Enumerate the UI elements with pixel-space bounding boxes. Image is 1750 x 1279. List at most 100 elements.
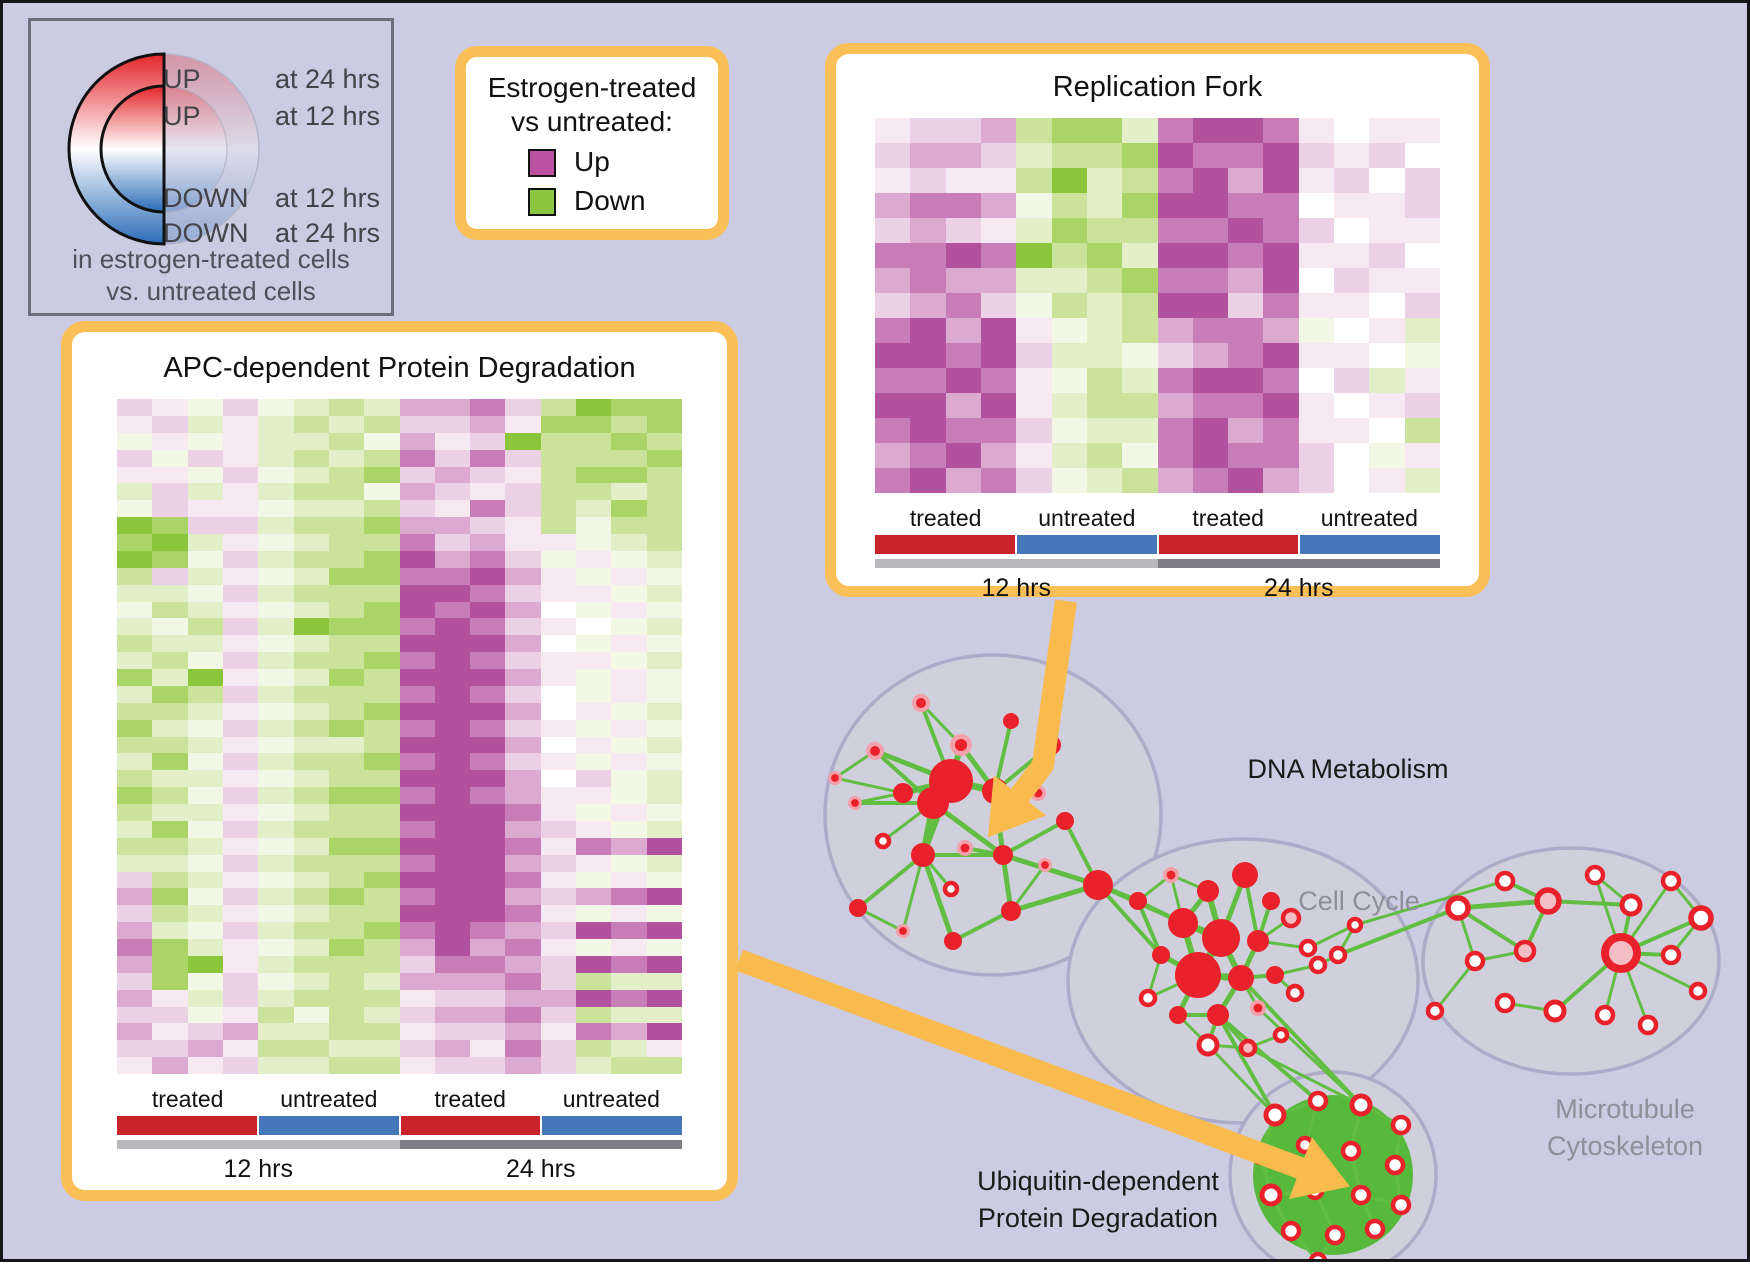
updown-ring-legend-box: UP at 24 hrs UP at 12 hrs DOWN at 12 hrs… [28,18,394,316]
gene-node-halo [912,694,930,712]
network-edge [1456,906,1527,953]
network-edge [964,846,1004,857]
updown-legend-box: Estrogen-treated vs untreated: Up Down [455,46,729,240]
network-edge [1620,951,1672,957]
network-edge [1238,939,1261,980]
gene-node-halo [848,796,862,810]
gene-node-ring [1637,1014,1659,1036]
gene-node-ring [1364,1218,1386,1240]
gene-node-ring [1295,1135,1315,1155]
network-edge [1180,922,1201,976]
time-labels: 12 hrs 24 hrs [117,1155,682,1184]
network-edge [873,749,935,805]
gene-node-ring [1425,1001,1445,1021]
cluster-label-microtubule: Microtubule Cytoskeleton [1546,1094,1704,1161]
network-edge [919,701,963,747]
group-label: untreated [280,1086,378,1112]
gene-node-solid [1197,880,1219,902]
gene-node-ring [1594,1004,1616,1026]
updown-title-line2: vs untreated: [511,106,673,137]
cluster-microtubule-cytoskeleton [1421,846,1721,1076]
network-edge [1197,971,1242,982]
up-swatch [528,149,556,177]
network-edge [1206,1043,1277,1117]
ring-caption-line2: vs. untreated cells [106,276,316,306]
network-edge [1307,923,1356,950]
gene-node-solid [944,932,962,950]
gene-node-solid [1266,966,1284,984]
network-edge [901,854,925,932]
cluster-ubiquitin-protein-degradation [1228,1070,1438,1259]
gene-node-ring [1263,1103,1287,1127]
network-edge [1205,890,1224,939]
gene-node-ring [1688,905,1714,931]
gene-node-ring [1350,1184,1372,1206]
network-edge [1270,1189,1316,1197]
network-edge [1349,1104,1363,1152]
network-edge [994,789,1039,795]
gene-node-pink-ring [1601,933,1641,973]
group-label: treated [151,1086,224,1112]
ring-time-12b: at 12 hrs [275,183,381,213]
group-labels: treated untreated treated untreated [117,1086,682,1113]
network-edge [992,790,1006,856]
replication-fork-title: Replication Fork [1052,71,1263,103]
gene-node-solid [1202,919,1240,957]
gene-node-solid [917,787,949,819]
gene-node-solid [1228,965,1254,991]
gene-node-pink-ring [1534,887,1562,915]
down-label: Down [574,185,646,216]
group-label: untreated [562,1086,660,1112]
ring-word-down12: DOWN [163,183,249,213]
untreated-bar [1016,535,1157,554]
gene-node-ring [1298,938,1318,958]
network-edge [919,702,953,782]
ring-time-12: at 12 hrs [275,101,381,131]
network-edge [1393,1164,1403,1206]
gene-node-solid [1169,1006,1187,1024]
network-edge [993,743,1053,793]
gene-node-solid [993,845,1013,865]
replication-fork-heatmap [875,118,1440,493]
cluster-dna-metabolism [823,653,1163,977]
network-edge [1169,874,1185,924]
gene-node-ring [1660,944,1682,966]
network-edge [1170,873,1209,893]
legend-item-down: Down [528,185,718,217]
network-edge [1456,907,1477,962]
gene-node-ring [874,832,892,850]
gene-node-ring [1308,1251,1328,1259]
gene-node-solid [1001,901,1021,921]
ring-time-24b: at 24 hrs [275,218,381,248]
network-edge [1206,1014,1220,1046]
time-bar-24 [399,1140,682,1149]
gene-node-pink-ring [1238,1038,1258,1058]
network-edge [1137,899,1184,925]
treatment-color-bar [875,535,1440,554]
gene-node-ring [1285,983,1305,1003]
network-edge [1009,864,1047,912]
network-edge [1002,852,1099,888]
network-edge [1269,1194,1293,1232]
time-color-bar [875,559,1440,568]
gene-node-ring [1494,992,1516,1014]
network-edge [857,906,904,933]
cluster-label-dna-metabolism: DNA Metabolism [1247,754,1449,784]
network-edge [1317,1234,1337,1259]
gene-node-halo [896,924,910,938]
gene-node-ring [1196,1033,1220,1057]
gene-node-ring [1308,955,1328,975]
network-edge [931,800,1005,858]
gene-node-ring [1390,1114,1412,1136]
network-edge [1240,973,1276,980]
gene-node-solid [1056,812,1074,830]
cluster-label-cell-cycle: Cell Cycle [1298,886,1420,916]
treated-bar [875,535,1015,554]
network-edge [856,853,925,910]
network-edge [1360,1103,1402,1127]
gene-node-ring [1138,988,1158,1008]
network-edge [834,776,904,795]
group-label: treated [909,505,982,531]
group-labels: treated untreated treated untreated [875,505,1440,532]
